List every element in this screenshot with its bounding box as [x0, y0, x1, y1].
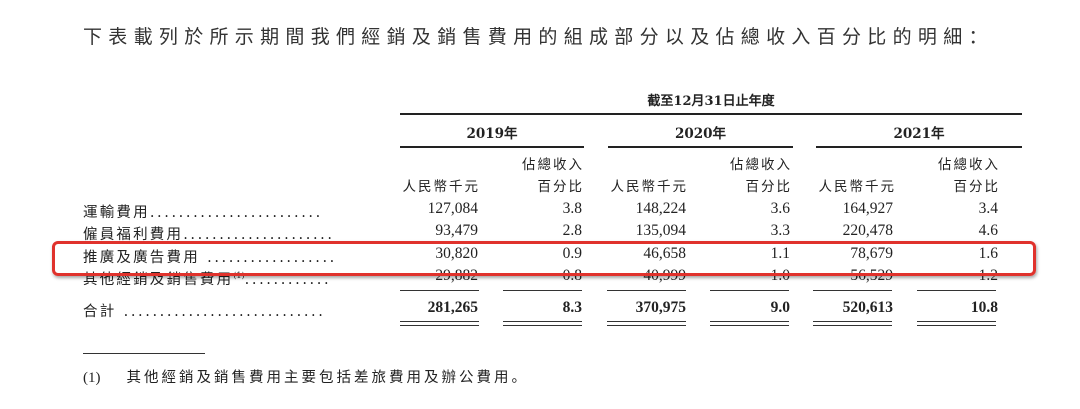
total-double-rule	[400, 321, 479, 322]
total-double-rule	[607, 321, 686, 322]
total-double-rule	[813, 321, 892, 322]
total-double-rule	[710, 321, 789, 322]
total-double-rule	[710, 325, 789, 326]
total-double-rule	[503, 321, 582, 322]
footnote: (1) 其他經銷及銷售費用主要包括差旅費用及辦公費用。	[83, 366, 529, 387]
subtotal-rule	[917, 290, 996, 291]
year-rule-2021	[816, 146, 1022, 148]
cell: 46,658	[643, 245, 686, 262]
period-header: 截至12月31日止年度	[647, 94, 775, 109]
cell: 3.8	[562, 200, 582, 217]
subtotal-rule	[813, 290, 892, 291]
row-label-employee-benefits: 僱員福利費用.....................	[83, 227, 335, 243]
subtotal-rule	[710, 290, 789, 291]
highlight-box	[52, 241, 1036, 276]
cell: 3.6	[770, 200, 790, 217]
total-double-rule	[917, 325, 996, 326]
total-double-rule	[400, 325, 479, 326]
cell: 0.9	[562, 245, 582, 262]
total-cell: 10.8	[970, 299, 998, 316]
cell: 4.6	[978, 222, 998, 239]
year-rule-2019	[400, 146, 584, 148]
cell: 2.8	[562, 222, 582, 239]
total-cell: 8.3	[562, 299, 582, 316]
col-header-pct-2020-l1: 佔總收入	[730, 157, 792, 173]
year-header-2021: 2021年	[893, 126, 945, 142]
total-double-rule	[607, 325, 686, 326]
year-rule-2020	[608, 146, 793, 148]
footnote-rule	[83, 353, 205, 354]
row-label-other-distribution: 其他經銷及銷售費用(1)............	[83, 271, 332, 288]
col-header-pct-2021-l2: 百分比	[953, 179, 1000, 195]
row-label-total: 合計 ............................	[83, 304, 326, 320]
total-double-rule	[503, 325, 582, 326]
total-cell: 281,265	[427, 299, 478, 316]
col-header-pct-2020-l2: 百分比	[745, 179, 792, 195]
cell: 135,094	[635, 222, 686, 239]
col-header-pct-2019-l1: 佔總收入	[522, 157, 584, 173]
cell: 127,084	[427, 200, 478, 217]
cell: 30,820	[435, 245, 478, 262]
col-header-pct-2019-l2: 百分比	[537, 179, 584, 195]
year-header-2020: 2020年	[674, 126, 727, 142]
col-header-rmb-2019: 人民幣千元	[402, 179, 480, 195]
subtotal-rule	[607, 290, 686, 291]
cell: 148,224	[635, 200, 686, 217]
subtotal-rule	[503, 290, 582, 291]
period-header-rule	[400, 113, 1022, 115]
subtotal-rule	[400, 290, 479, 291]
cell: 164,927	[842, 200, 893, 217]
cell: 220,478	[842, 222, 893, 239]
year-header-2019: 2019年	[466, 126, 518, 142]
cell: 1.6	[978, 245, 998, 262]
cell: 3.3	[770, 222, 790, 239]
footnote-marker: (1)	[83, 370, 101, 386]
cell: 78,679	[850, 245, 893, 262]
cell: 3.4	[978, 200, 998, 217]
col-header-pct-2021-l1: 佔總收入	[938, 157, 1000, 173]
total-cell: 520,613	[842, 299, 893, 316]
total-double-rule	[813, 325, 892, 326]
col-header-rmb-2021: 人民幣千元	[818, 179, 896, 195]
cell: 1.1	[770, 245, 790, 262]
row-label-promotion-advertising: 推廣及廣告費用 ..................	[83, 250, 337, 266]
total-cell: 370,975	[635, 299, 686, 316]
cell: 93,479	[435, 222, 478, 239]
intro-paragraph: 下表載列於所示期間我們經銷及銷售費用的組成部分以及佔總收入百分比的明細：	[83, 26, 994, 48]
col-header-rmb-2020: 人民幣千元	[610, 179, 688, 195]
row-label-shipping: 運輸費用........................	[83, 205, 323, 221]
footnote-text: 其他經銷及銷售費用主要包括差旅費用及辦公費用。	[126, 370, 529, 386]
total-double-rule	[917, 321, 996, 322]
total-cell: 9.0	[770, 299, 790, 316]
